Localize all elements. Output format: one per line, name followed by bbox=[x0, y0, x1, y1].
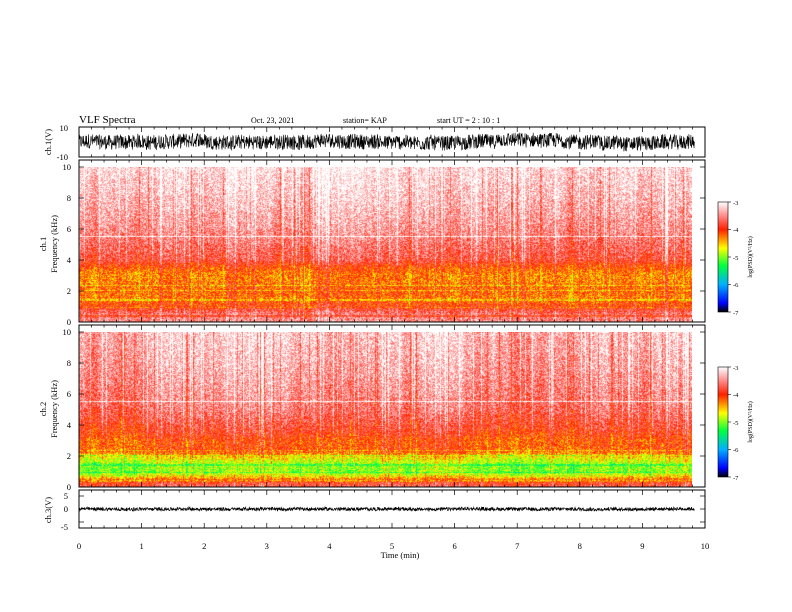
ch3-ticks bbox=[78, 490, 706, 528]
colorbar-ch2: -3 -4 -5 -6 -7 log(PSD)(V²/Hz) bbox=[717, 365, 754, 482]
xtick-4: 4 bbox=[327, 541, 332, 551]
ch3-ytick-m5: -5 bbox=[61, 522, 68, 532]
xtick-5: 5 bbox=[390, 541, 394, 551]
ch1-spec-ytick-4: 4 bbox=[67, 255, 72, 265]
x-axis: 0 1 2 3 4 5 6 7 8 9 10 Time (min) bbox=[77, 541, 709, 560]
ch1-spectrogram-image bbox=[79, 167, 692, 322]
ch3-ylabel: ch.3(V) bbox=[43, 497, 53, 523]
panel-ch1-spectrogram: 0 2 4 6 8 10 ch.1 Frequency (kHz) bbox=[38, 159, 706, 327]
xtick-8: 8 bbox=[578, 541, 582, 551]
colorbar-ch1-tick-m6: -6 bbox=[733, 282, 739, 289]
ch1-ytick-bottom: -10 bbox=[57, 152, 68, 162]
ch2-spectrogram-image bbox=[79, 332, 692, 487]
colorbar-ch2-tick-m3: -3 bbox=[733, 365, 738, 372]
ch1-ticks bbox=[78, 126, 706, 158]
panel-ch3-waveform: 5 0 -5 ch.3(V) bbox=[43, 489, 706, 532]
ch1-ylabel: ch.1(V) bbox=[43, 129, 53, 155]
ch1-spec-ytick-10: 10 bbox=[63, 162, 72, 172]
ch2-spec-ytick-8: 8 bbox=[67, 358, 71, 368]
ch1-spec-ylabel: Frequency (kHz) bbox=[49, 215, 59, 273]
colorbar-ch1: -3 -4 -5 -6 -7 log(PSD)(V²/Hz) bbox=[717, 200, 754, 317]
colorbar-ch1-tick-m4: -4 bbox=[733, 227, 739, 234]
colorbar-ch1-tick-m3: -3 bbox=[733, 200, 738, 207]
colorbar-ch1-tick-m7: -7 bbox=[733, 310, 739, 317]
ch2-spec-ytick-6: 6 bbox=[67, 389, 71, 399]
x-axis-label: Time (min) bbox=[381, 550, 420, 560]
colorbar-ch1-gradient bbox=[717, 201, 729, 313]
ch2-spec-ylabel-channel: ch.2 bbox=[38, 402, 48, 416]
colorbar-ch1-ticks bbox=[728, 201, 731, 313]
ch1-spec-ytick-8: 8 bbox=[67, 193, 71, 203]
xtick-7: 7 bbox=[515, 541, 519, 551]
colorbar-ch1-tick-m5: -5 bbox=[733, 255, 738, 262]
colorbar-ch1-label: log(PSD)(V²/Hz) bbox=[747, 236, 754, 277]
panel-ch1-waveform: 10 -10 ch.1(V) bbox=[43, 123, 706, 162]
ch2-spec-ticks bbox=[78, 325, 706, 488]
ch1-spec-ytick-0: 0 bbox=[67, 317, 71, 327]
ch3-ytick-5: 5 bbox=[64, 491, 68, 501]
ch2-spec-ytick-10: 10 bbox=[63, 327, 72, 337]
ch2-spec-ytick-4: 4 bbox=[67, 420, 72, 430]
ch3-waveform-trace bbox=[78, 506, 695, 513]
ch2-spec-ytick-0: 0 bbox=[67, 482, 71, 492]
xtick-6: 6 bbox=[452, 541, 456, 551]
xtick-9: 9 bbox=[640, 541, 644, 551]
ch1-spec-ticks bbox=[78, 160, 706, 323]
colorbar-ch2-ticks bbox=[728, 366, 731, 478]
ch1-spec-ytick-2: 2 bbox=[67, 286, 71, 296]
xtick-2: 2 bbox=[202, 541, 206, 551]
ch1-waveform-trace bbox=[78, 132, 695, 152]
colorbar-ch2-tick-m4: -4 bbox=[733, 392, 739, 399]
ch2-spec-ytick-2: 2 bbox=[67, 451, 71, 461]
ch1-spec-ytick-6: 6 bbox=[67, 224, 71, 234]
chart-title: VLF Spectra bbox=[79, 114, 136, 126]
panel-ch2-spectrogram: 0 2 4 6 8 10 ch.2 Frequency (kHz) bbox=[38, 324, 706, 492]
colorbar-ch2-label: log(PSD)(V²/Hz) bbox=[747, 401, 754, 442]
xtick-10: 10 bbox=[701, 541, 710, 551]
colorbar-ch2-gradient bbox=[717, 366, 729, 478]
header-start-time: start UT = 2 : 10 : 1 bbox=[437, 116, 500, 125]
header-station: station= KAP bbox=[343, 116, 387, 125]
colorbar-ch2-tick-m7: -7 bbox=[733, 475, 739, 482]
ch2-spec-ylabel: Frequency (kHz) bbox=[49, 380, 59, 438]
header-date: Oct. 23, 2021 bbox=[251, 116, 295, 125]
ch1-ytick-top: 10 bbox=[60, 123, 69, 133]
colorbar-ch2-tick-m6: -6 bbox=[733, 447, 739, 454]
ch3-ytick-0: 0 bbox=[64, 504, 68, 514]
xtick-3: 3 bbox=[265, 541, 269, 551]
xtick-0: 0 bbox=[77, 541, 81, 551]
ch1-spec-ylabel-channel: ch.1 bbox=[38, 237, 48, 251]
xtick-1: 1 bbox=[139, 541, 143, 551]
colorbar-ch2-tick-m5: -5 bbox=[733, 420, 738, 427]
